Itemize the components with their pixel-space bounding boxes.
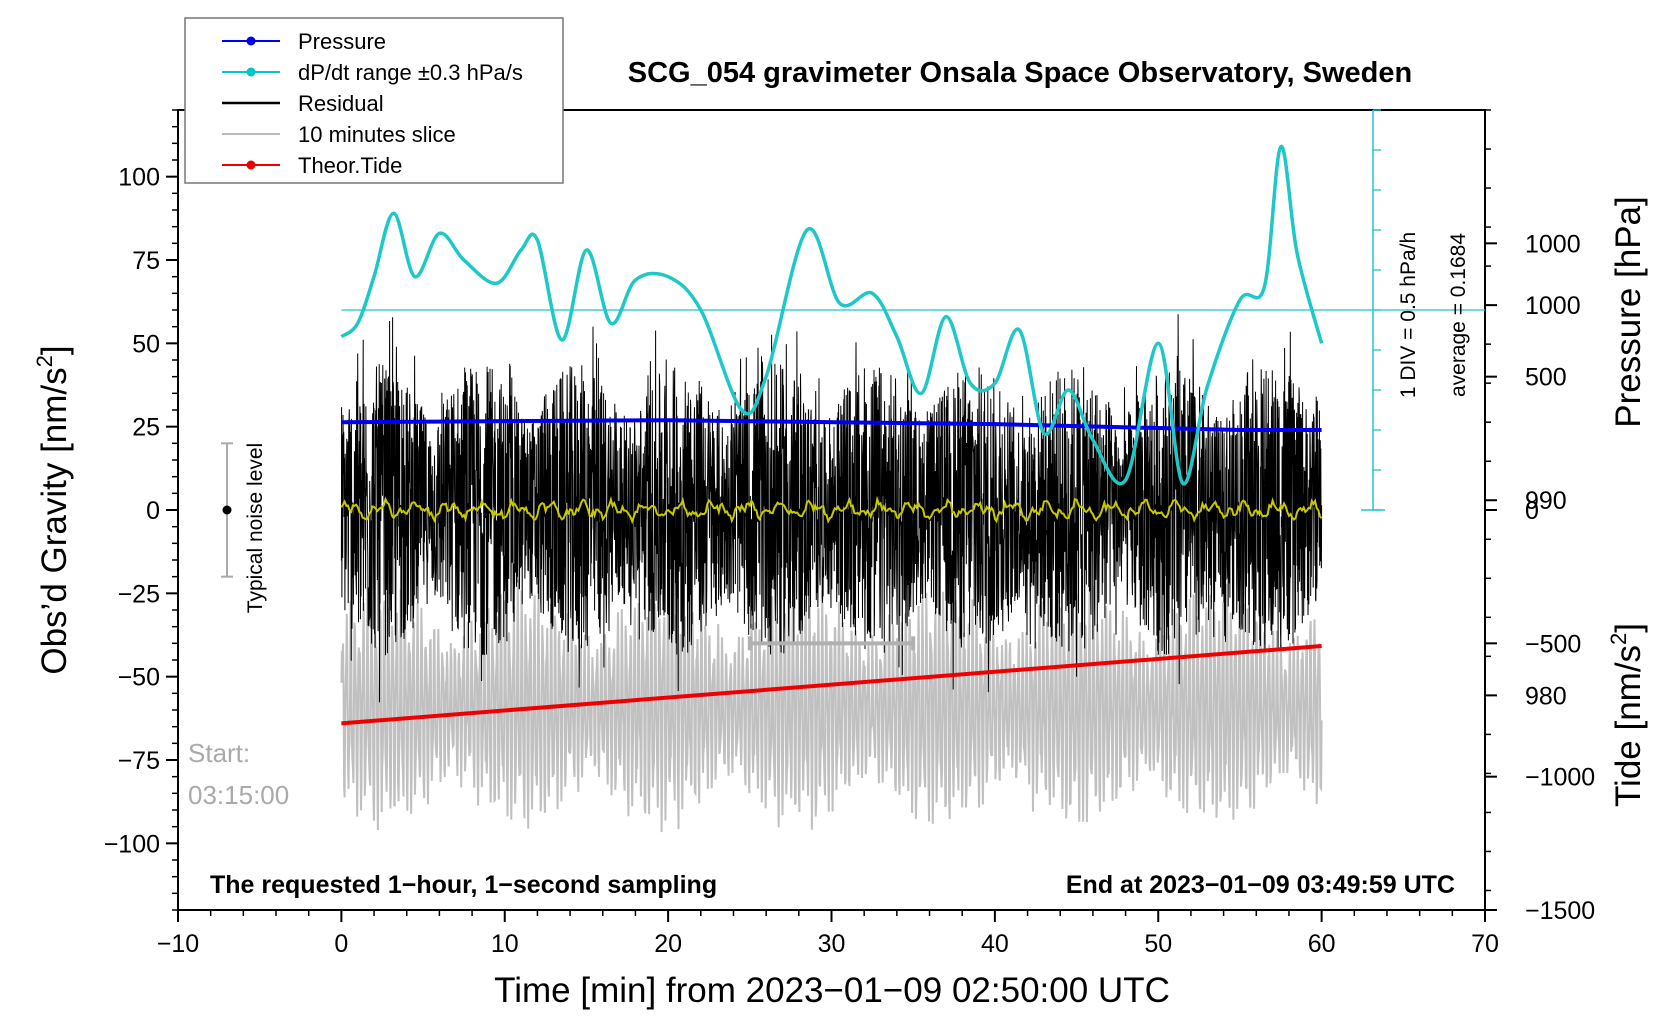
gravity-tick-label: 100 bbox=[118, 164, 160, 192]
tide-axis-label: Tide [nm/s2] bbox=[1606, 623, 1648, 807]
dpdt-axis bbox=[341, 109, 1485, 511]
smoothed-residual-line bbox=[340, 495, 1323, 525]
gravity-axis-label-main: Obs’d Gravity [nm/s bbox=[35, 367, 74, 674]
tide-tick-label: −500 bbox=[1525, 630, 1581, 658]
footer-end-time: End at 2023−01−09 03:49:59 UTC bbox=[1066, 871, 1455, 899]
pressure-tick-label: 980 bbox=[1525, 682, 1567, 710]
tide-axis-label-sup: 2 bbox=[1606, 633, 1631, 645]
smoothed-residual-series bbox=[340, 495, 1323, 525]
gravity-tick-label: −50 bbox=[118, 664, 160, 692]
start-label: Start: bbox=[188, 738, 250, 768]
pressure-tick-label: 1000 bbox=[1525, 292, 1581, 320]
legend-box bbox=[184, 17, 564, 184]
gravity-axis-ticks: 100 75 50 25 0 −25 −50 −75 −100 bbox=[104, 109, 178, 911]
gravity-tick-label: −25 bbox=[118, 580, 160, 608]
legend-items: Pressure dP/dt range ±0.3 hPa/s Residual 10… bbox=[222, 29, 523, 178]
noise-level-label: Typical noise level bbox=[244, 443, 267, 613]
tide-series bbox=[341, 644, 1322, 726]
pressure-line bbox=[341, 418, 1322, 432]
x-tick-label: 0 bbox=[334, 930, 348, 958]
slice-series bbox=[340, 579, 1323, 833]
pressure-series bbox=[341, 418, 1322, 432]
noise-level-point bbox=[222, 505, 232, 515]
tide-axis-label-main: Tide [nm/s bbox=[1609, 645, 1648, 807]
start-time: 03:15:00 bbox=[188, 780, 289, 810]
tide-tick-label: 0 bbox=[1525, 497, 1539, 525]
legend-label: dP/dt range ±0.3 hPa/s bbox=[298, 60, 523, 85]
legend-marker bbox=[246, 67, 256, 77]
x-tick-label: 70 bbox=[1471, 930, 1499, 958]
x-axis-ticks: −10 0 10 20 30 40 50 60 70 bbox=[157, 910, 1499, 958]
x-tick-label: 30 bbox=[818, 930, 846, 958]
x-tick-label: −10 bbox=[157, 930, 199, 958]
tide-line bbox=[341, 644, 1322, 726]
dpdt-average-label: average = 0.1684 bbox=[1447, 233, 1470, 397]
tide-tick-label: 500 bbox=[1525, 364, 1567, 392]
dpdt-series bbox=[340, 144, 1324, 486]
slice-line bbox=[340, 579, 1323, 833]
pressure-axis-label: Pressure [hPa] bbox=[1609, 196, 1648, 428]
legend-label: Theor.Tide bbox=[298, 153, 402, 178]
x-tick-label: 10 bbox=[491, 930, 519, 958]
x-tick-label: 20 bbox=[654, 930, 682, 958]
gravity-tick-label: 0 bbox=[146, 497, 160, 525]
tide-tick-label: −1500 bbox=[1525, 897, 1595, 925]
annotations bbox=[221, 442, 916, 651]
residual-line bbox=[340, 314, 1323, 703]
x-tick-label: 40 bbox=[981, 930, 1009, 958]
x-tick-label: 60 bbox=[1308, 930, 1336, 958]
dpdt-div-label: 1 DIV = 0.5 hPa/h bbox=[1397, 232, 1420, 398]
legend: Pressure dP/dt range ±0.3 hPa/s Residual 10… bbox=[184, 17, 564, 184]
gravity-tick-label: 75 bbox=[132, 247, 160, 275]
tide-axis-label-end: ] bbox=[1609, 623, 1648, 633]
legend-marker bbox=[246, 36, 256, 46]
tide-axis-ticks: 1000 500 0 −500 −1000 −1500 bbox=[1485, 230, 1595, 925]
tide-tick-label: 1000 bbox=[1525, 230, 1581, 258]
legend-label: Residual bbox=[298, 91, 384, 116]
legend-label: 10 minutes slice bbox=[298, 122, 456, 147]
gravity-tick-label: 50 bbox=[132, 330, 160, 358]
dpdt-line bbox=[340, 144, 1324, 486]
residual-series bbox=[340, 314, 1323, 703]
x-tick-label: 50 bbox=[1144, 930, 1172, 958]
gravity-axis-label-sup: 2 bbox=[32, 355, 57, 367]
legend-label: Pressure bbox=[298, 29, 386, 54]
gravity-tick-label: 25 bbox=[132, 414, 160, 442]
chart-title: SCG_054 gravimeter Onsala Space Observat… bbox=[628, 57, 1412, 89]
pressure-axis-ticks: 1000 990 980 bbox=[1485, 109, 1581, 892]
x-axis-label: Time [min] from 2023−01−09 02:50:00 UTC bbox=[494, 971, 1170, 1010]
tide-tick-label: −1000 bbox=[1525, 764, 1595, 792]
gravity-axis-label: Obs’d Gravity [nm/s2] bbox=[32, 345, 74, 674]
gravity-tick-label: −75 bbox=[118, 747, 160, 775]
gravity-tick-label: −100 bbox=[104, 830, 160, 858]
legend-marker bbox=[246, 160, 256, 170]
pressure-tick-label: 990 bbox=[1525, 487, 1567, 515]
footer-sampling-note: The requested 1−hour, 1−second sampling bbox=[210, 871, 717, 899]
gravity-axis-label-end: ] bbox=[35, 345, 74, 355]
